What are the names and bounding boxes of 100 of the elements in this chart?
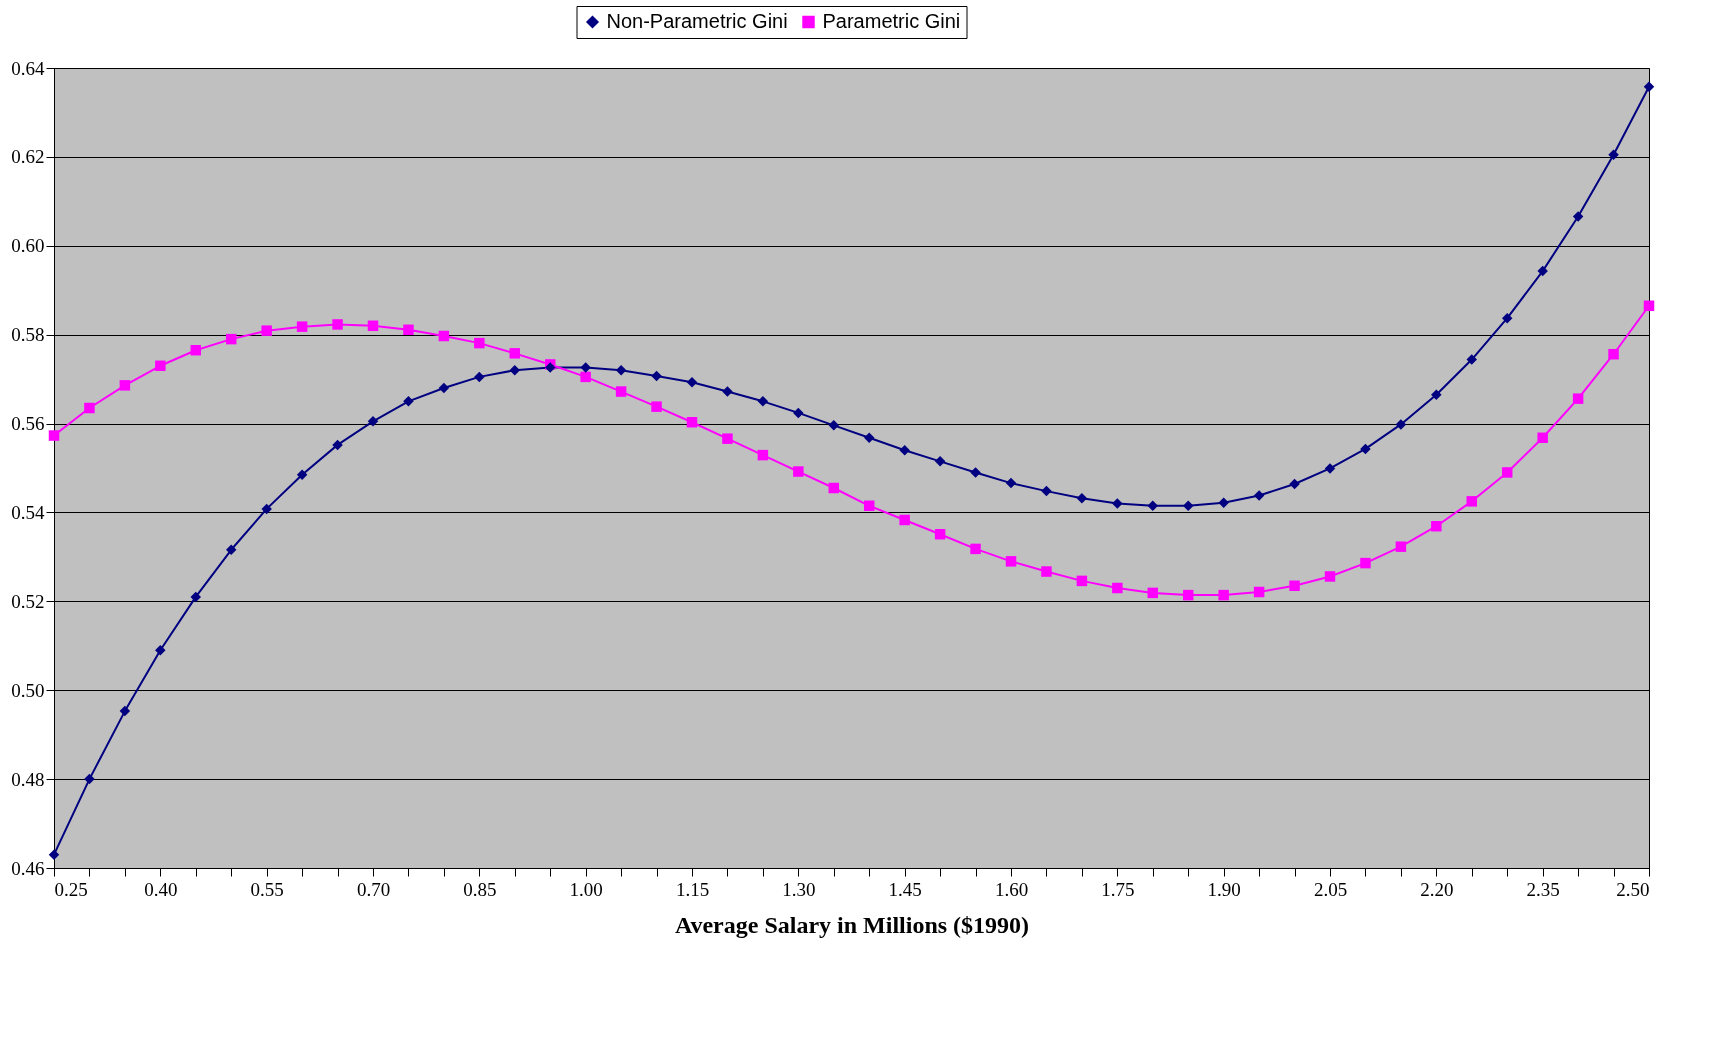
point <box>757 449 769 461</box>
point <box>332 319 343 330</box>
point <box>403 324 414 336</box>
point <box>970 467 981 478</box>
point <box>1643 300 1655 312</box>
x-tick-label: 0.40 <box>144 878 178 900</box>
point <box>686 376 698 388</box>
point <box>863 500 875 512</box>
point <box>1608 348 1619 360</box>
point <box>509 364 521 376</box>
x-tick-label: 1.15 <box>675 878 710 900</box>
point <box>722 386 733 397</box>
point <box>1537 265 1548 277</box>
point <box>757 396 769 407</box>
point <box>1289 478 1300 490</box>
x-tick-label: 1.30 <box>782 878 816 900</box>
x-tick-label: 1.60 <box>994 878 1029 900</box>
point <box>155 360 166 372</box>
point <box>1360 557 1371 569</box>
point <box>1501 312 1513 324</box>
legend-label: Parametric Gini <box>822 10 961 32</box>
x-axis-title: Average Salary in Millions ($1990) <box>674 911 1030 938</box>
point <box>225 544 237 556</box>
x-tick-label: 0.25 <box>54 878 88 900</box>
x-tick-label: 2.50 <box>1616 878 1650 900</box>
point <box>934 456 946 467</box>
x-tick-label: 0.85 <box>463 878 497 900</box>
y-tick-label: 0.62 <box>11 146 45 168</box>
point <box>367 416 379 427</box>
point <box>48 849 60 860</box>
point <box>1147 587 1159 599</box>
point <box>190 591 202 603</box>
point <box>722 433 733 444</box>
point <box>1360 443 1371 455</box>
point <box>48 430 60 441</box>
point <box>686 416 698 428</box>
point <box>119 380 131 391</box>
point <box>296 321 308 332</box>
point <box>474 371 485 383</box>
point <box>367 320 379 332</box>
point <box>970 543 981 555</box>
point <box>84 402 95 414</box>
x-tick-label: 0.55 <box>250 878 284 900</box>
point <box>438 382 450 394</box>
point <box>651 370 662 382</box>
y-tick-label: 0.54 <box>11 501 45 523</box>
point <box>1466 496 1478 507</box>
point <box>1643 81 1655 92</box>
point <box>793 466 804 477</box>
point <box>119 705 131 717</box>
point <box>1218 497 1229 508</box>
point <box>225 333 237 345</box>
point <box>403 396 414 407</box>
point <box>1112 582 1123 594</box>
x-tick-label: 0.70 <box>356 878 391 900</box>
point <box>863 432 875 444</box>
point <box>332 439 343 451</box>
point <box>1608 149 1619 160</box>
point <box>261 503 272 515</box>
point <box>1395 419 1407 430</box>
point <box>1041 485 1052 497</box>
point <box>1572 211 1584 222</box>
point <box>1537 432 1548 444</box>
point <box>828 482 840 494</box>
point <box>1572 393 1584 404</box>
point <box>1431 389 1442 400</box>
point <box>1253 490 1265 501</box>
x-tick-label: 1.00 <box>569 878 603 900</box>
point <box>1431 520 1442 532</box>
y-tick-label: 0.50 <box>11 679 45 701</box>
point <box>1076 575 1088 587</box>
point <box>296 469 308 480</box>
point <box>651 401 662 412</box>
point <box>155 644 166 656</box>
point <box>1182 589 1194 601</box>
point <box>1253 586 1265 598</box>
point <box>1076 492 1088 504</box>
point <box>580 362 591 373</box>
point <box>509 348 521 359</box>
y-tick-label: 0.60 <box>11 235 45 257</box>
point <box>474 337 485 349</box>
point <box>1324 571 1336 582</box>
point <box>1324 463 1336 474</box>
point <box>1112 498 1123 509</box>
y-tick-label: 0.58 <box>11 324 45 346</box>
point <box>1147 500 1159 512</box>
point <box>1501 467 1513 478</box>
point <box>899 444 910 456</box>
y-tick-label: 0.46 <box>11 857 45 879</box>
point <box>1182 500 1194 512</box>
point <box>828 420 840 431</box>
x-tick-label: 1.75 <box>1101 878 1135 900</box>
point <box>1466 354 1478 365</box>
point <box>934 528 946 540</box>
point <box>1041 566 1052 577</box>
y-tick-label: 0.52 <box>11 590 45 612</box>
point <box>793 407 804 419</box>
point <box>84 773 95 785</box>
x-tick-label: 2.05 <box>1313 878 1348 900</box>
point <box>899 514 910 526</box>
